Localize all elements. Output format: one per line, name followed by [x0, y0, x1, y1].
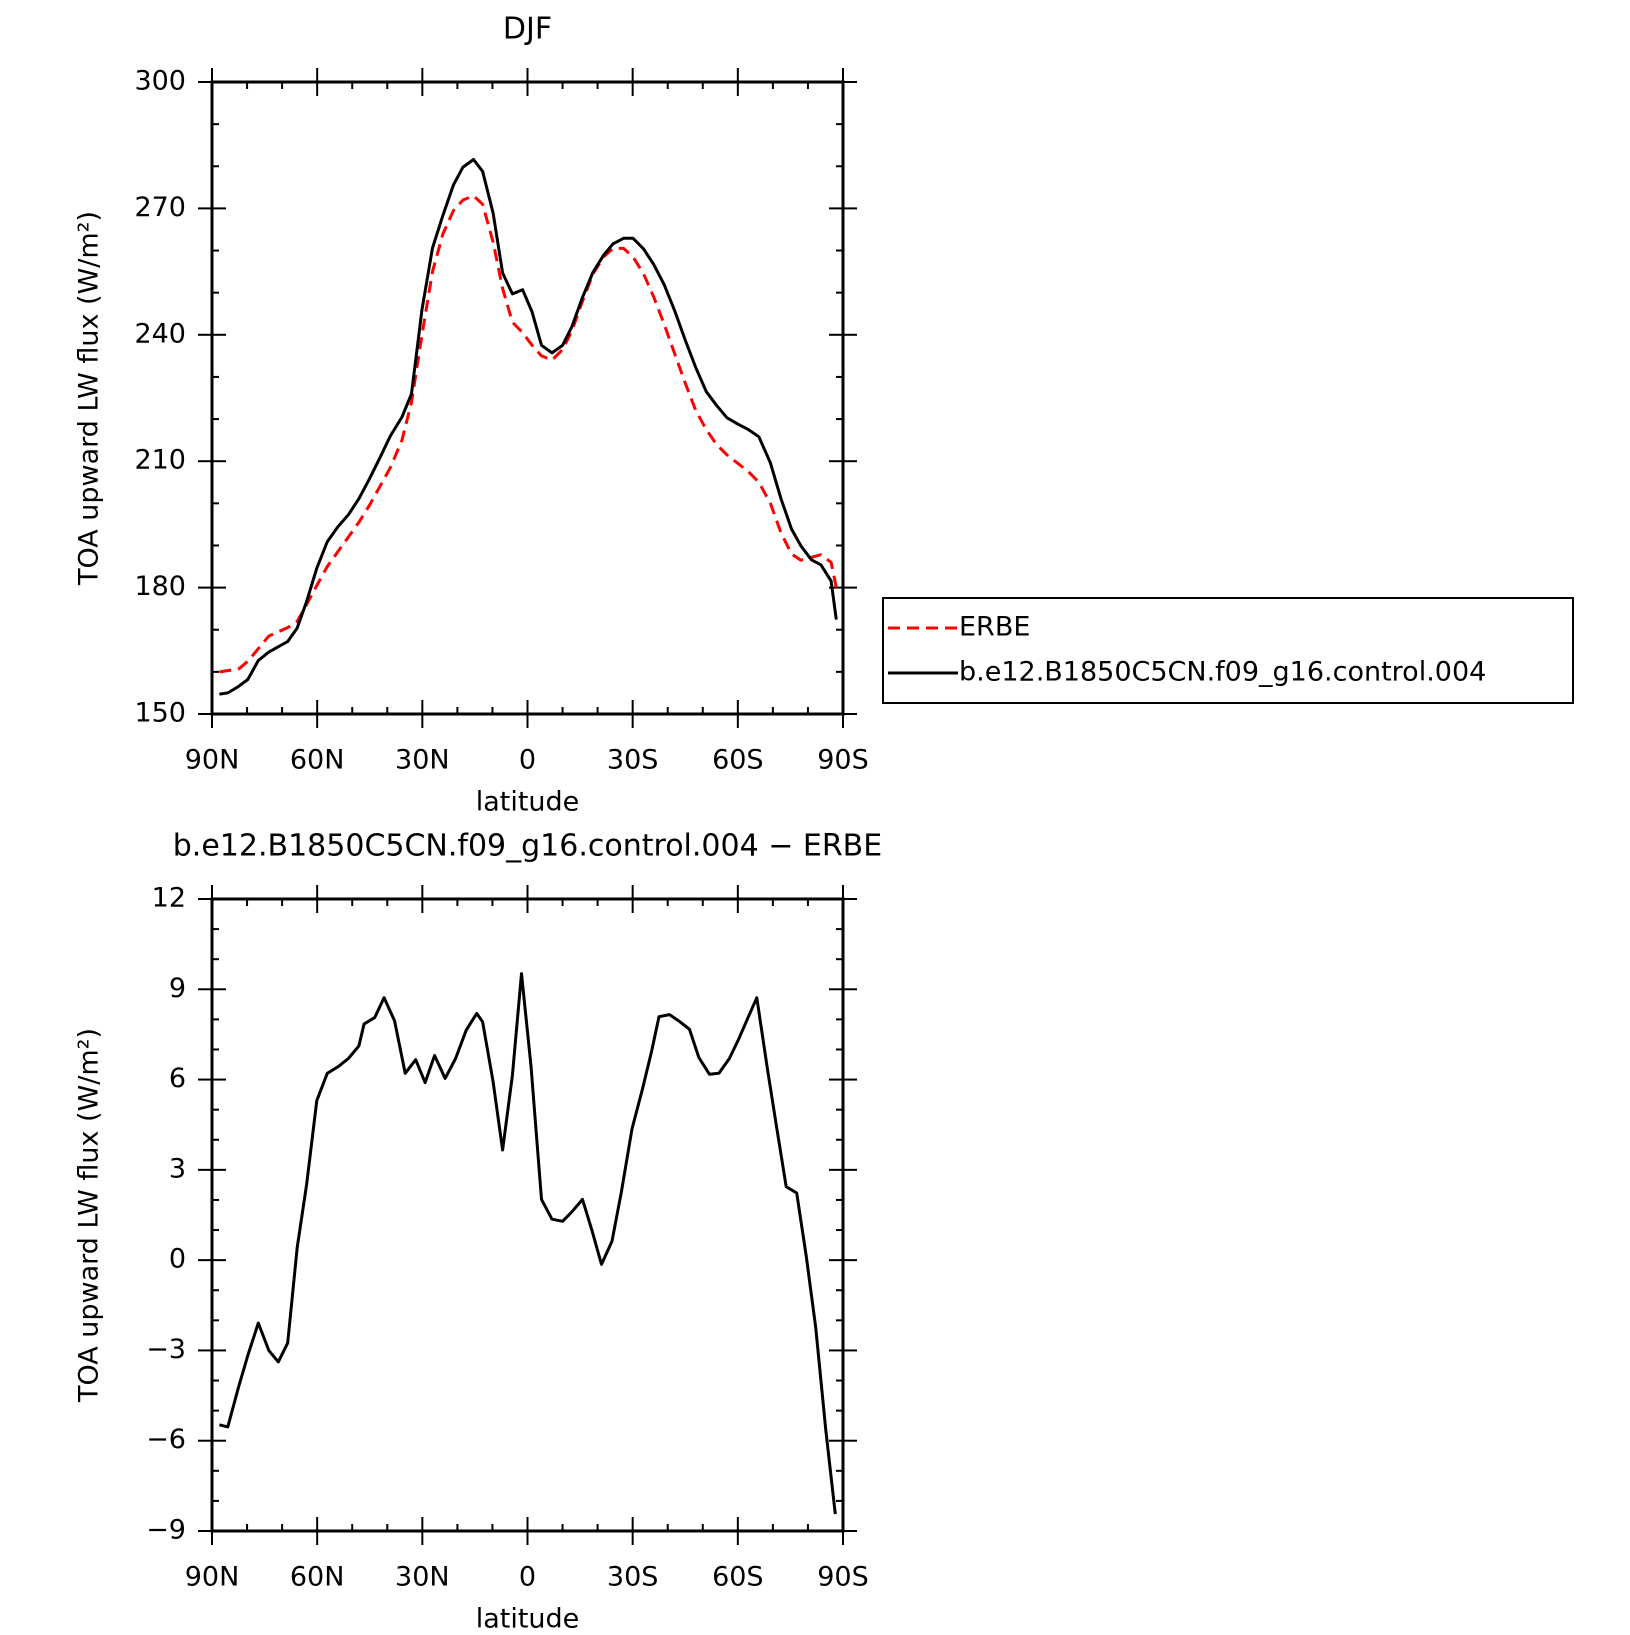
chart-title: b.e12.B1850C5CN.f09_g16.control.004 − ER…: [173, 829, 882, 864]
plot-frame: [210, 80, 845, 716]
chart-title: DJF: [503, 12, 552, 47]
y-axis-label: TOA upward LW flux (W/m²): [74, 211, 105, 586]
y-tick-label: 180: [134, 571, 186, 602]
y-tick-label: 12: [152, 883, 186, 914]
plot-frame: [210, 897, 845, 1533]
y-tick-label: 150: [134, 698, 186, 729]
y-tick-label: −9: [146, 1515, 186, 1546]
series-line: [219, 194, 838, 674]
x-tick-label: 30S: [607, 745, 659, 776]
series-line: [219, 972, 837, 1515]
legend-label: ERBE: [959, 612, 1030, 643]
x-tick-label: 60S: [712, 745, 764, 776]
x-tick-label: 60N: [290, 1562, 345, 1593]
x-tick-label: 60S: [712, 1562, 764, 1593]
y-tick-label: −3: [146, 1334, 186, 1365]
x-tick-label: 30N: [395, 1562, 450, 1593]
y-tick-label: 3: [169, 1153, 186, 1184]
x-tick-label: 90N: [185, 745, 240, 776]
series-line: [219, 158, 838, 696]
x-tick-label: 0: [519, 745, 536, 776]
y-tick-label: 270: [134, 192, 186, 223]
y-tick-label: 6: [169, 1063, 186, 1094]
x-tick-label: 90S: [817, 745, 869, 776]
y-tick-label: −6: [146, 1424, 186, 1455]
legend-label: b.e12.B1850C5CN.f09_g16.control.004: [959, 657, 1486, 688]
y-tick-label: 300: [134, 66, 186, 97]
y-tick-label: 210: [134, 445, 186, 476]
x-tick-label: 0: [519, 1562, 536, 1593]
x-axis-label: latitude: [476, 787, 580, 818]
x-tick-label: 90N: [185, 1562, 240, 1593]
x-tick-label: 30N: [395, 745, 450, 776]
x-tick-label: 90S: [817, 1562, 869, 1593]
y-tick-label: 240: [134, 318, 186, 349]
legend-box: [882, 597, 1574, 704]
x-axis-label: latitude: [476, 1604, 580, 1632]
y-axis-label: TOA upward LW flux (W/m²): [74, 1028, 105, 1403]
x-tick-label: 30S: [607, 1562, 659, 1593]
x-tick-label: 60N: [290, 745, 345, 776]
y-tick-label: 9: [169, 973, 186, 1004]
y-tick-label: 0: [169, 1244, 186, 1275]
